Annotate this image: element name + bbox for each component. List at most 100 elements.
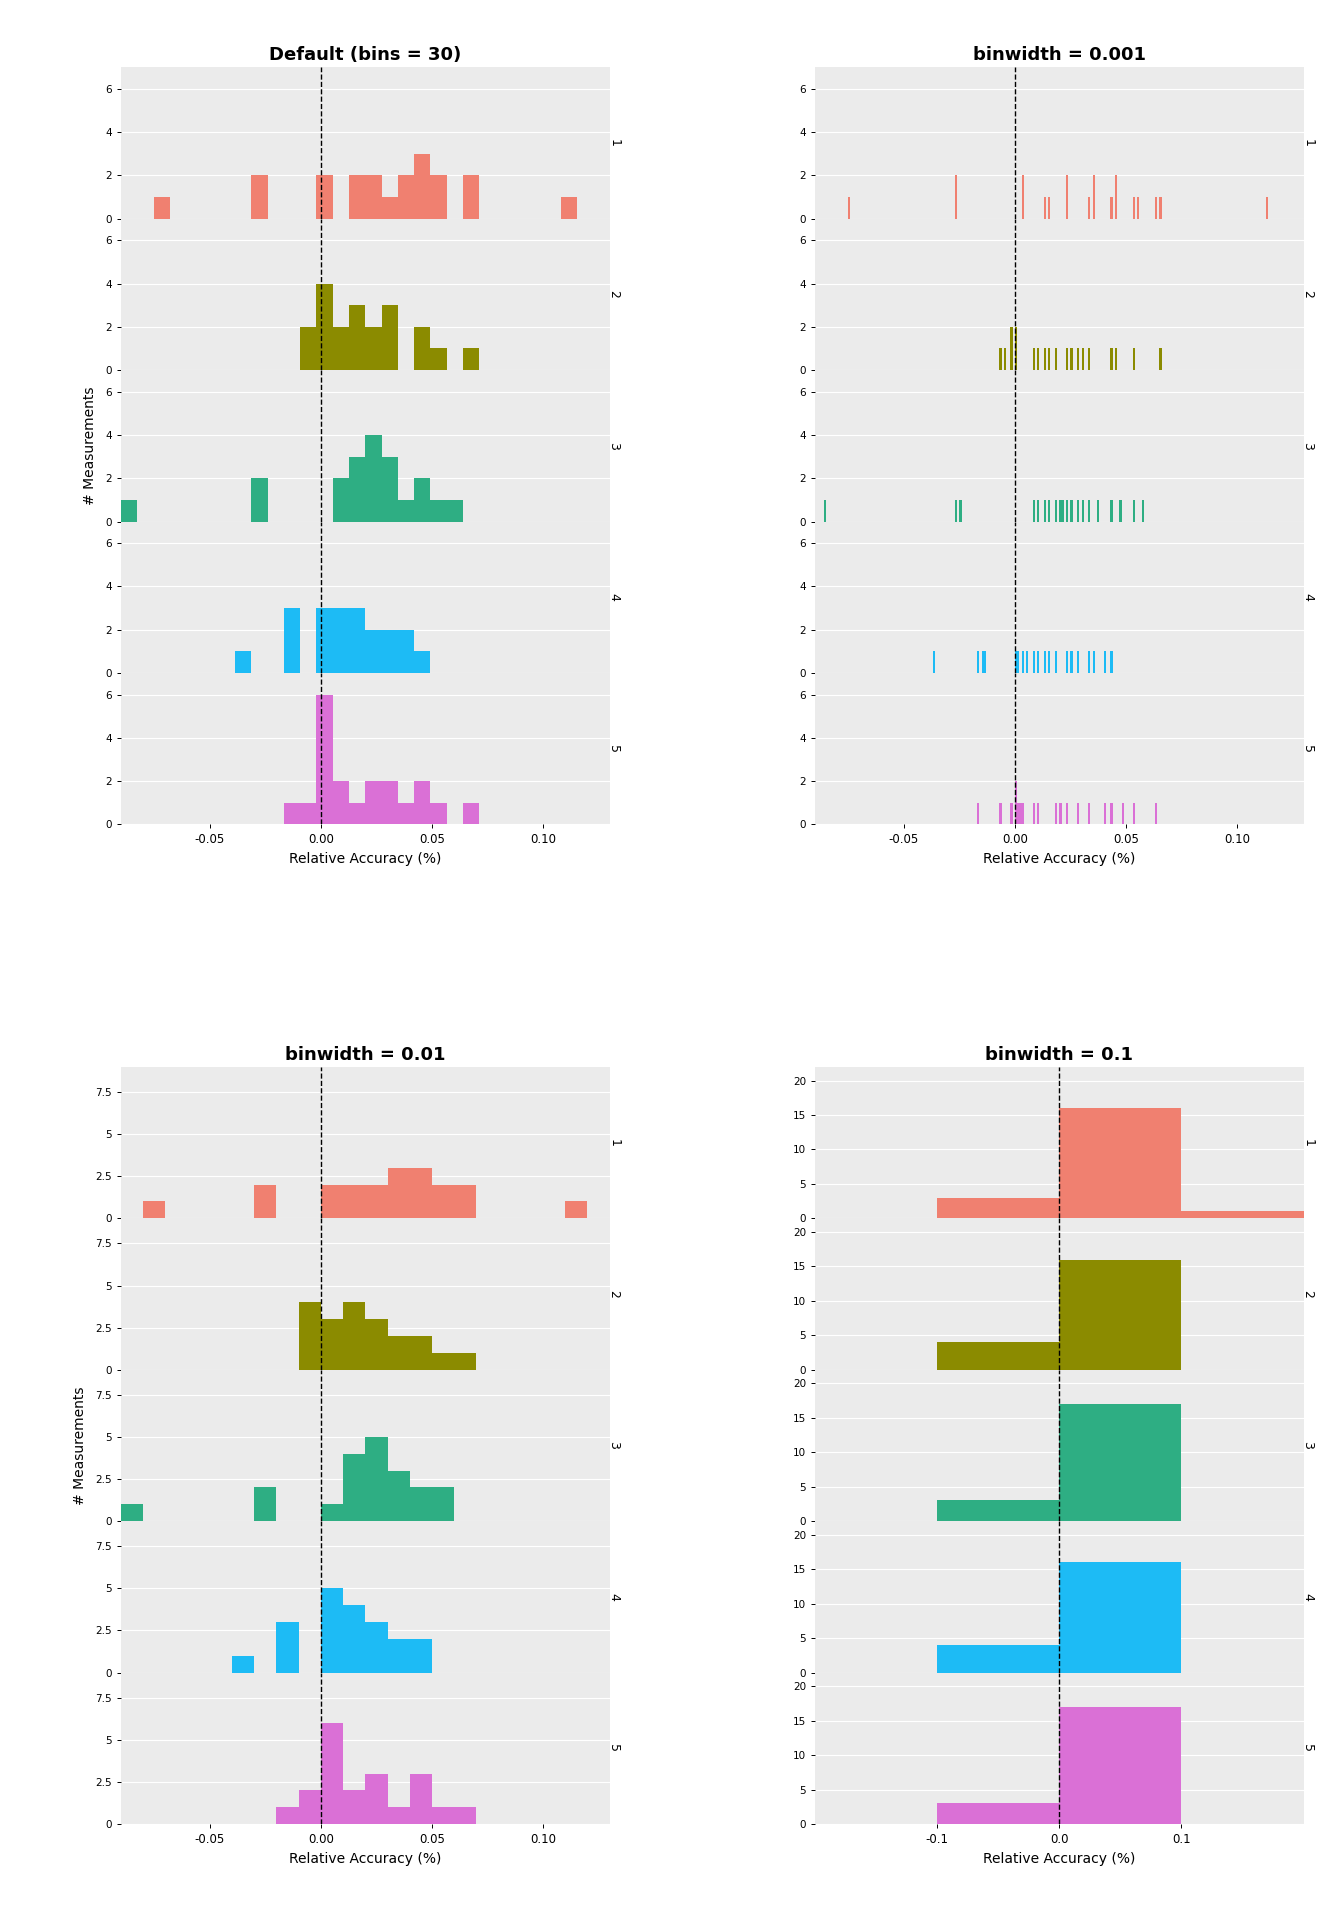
Bar [1015, 326, 1017, 371]
Bar [366, 1436, 387, 1521]
Bar [977, 803, 980, 824]
Bar [233, 1655, 254, 1672]
Bar [977, 651, 980, 674]
Bar [937, 1500, 1059, 1521]
Bar [1141, 499, 1144, 522]
Bar [1110, 651, 1113, 674]
Bar [1077, 499, 1079, 522]
Bar [1093, 651, 1095, 674]
X-axis label: Relative Accuracy (%): Relative Accuracy (%) [289, 1851, 442, 1866]
Bar [298, 1789, 321, 1824]
Bar [1133, 803, 1134, 824]
Bar [1066, 499, 1068, 522]
Title: Default (bins = 30): Default (bins = 30) [269, 46, 461, 63]
Bar [382, 781, 398, 824]
Bar [1110, 348, 1113, 371]
Bar [1089, 348, 1090, 371]
Bar [431, 1354, 454, 1369]
Bar [1044, 499, 1046, 522]
Bar [1032, 499, 1035, 522]
Bar [1055, 651, 1058, 674]
Bar [1044, 198, 1046, 219]
Bar [431, 1488, 454, 1521]
Bar [300, 326, 316, 371]
Bar [1048, 499, 1051, 522]
Bar [349, 457, 366, 522]
Bar [366, 630, 382, 674]
Bar [398, 630, 414, 674]
Bar [454, 1185, 476, 1217]
Bar [414, 478, 430, 522]
Title: binwidth = 0.1: binwidth = 0.1 [985, 1046, 1133, 1064]
Bar [1059, 1108, 1181, 1217]
Bar [414, 781, 430, 824]
Bar [321, 1319, 343, 1369]
Bar [343, 1789, 366, 1824]
Bar [333, 781, 349, 824]
Bar [366, 436, 382, 522]
Bar [414, 154, 430, 219]
Bar [1070, 348, 1073, 371]
Bar [277, 1622, 298, 1672]
Bar [1066, 803, 1068, 824]
Bar [1133, 499, 1134, 522]
Bar [954, 499, 957, 522]
Bar [382, 305, 398, 371]
Bar [343, 1605, 366, 1672]
Bar [824, 499, 827, 522]
Bar [454, 1354, 476, 1369]
Bar [254, 1488, 277, 1521]
Bar [1089, 499, 1090, 522]
Bar [937, 1342, 1059, 1369]
Bar [316, 284, 333, 371]
Bar [333, 609, 349, 674]
Bar [144, 1202, 165, 1217]
Bar [1059, 1260, 1181, 1369]
Bar [316, 609, 333, 674]
Bar [464, 803, 480, 824]
Bar [1154, 803, 1157, 824]
Bar [1048, 348, 1051, 371]
Bar [321, 1722, 343, 1824]
Bar [349, 609, 366, 674]
Bar [430, 803, 446, 824]
Bar [933, 651, 935, 674]
Bar [1121, 803, 1124, 824]
Bar [349, 803, 366, 824]
Bar [1103, 651, 1106, 674]
Bar [1133, 198, 1134, 219]
Bar [410, 1640, 431, 1672]
Bar [382, 198, 398, 219]
Bar [1000, 348, 1001, 371]
Bar [1093, 175, 1095, 219]
Title: binwidth = 0.01: binwidth = 0.01 [285, 1046, 446, 1064]
Bar [366, 175, 382, 219]
Bar [349, 305, 366, 371]
X-axis label: Relative Accuracy (%): Relative Accuracy (%) [289, 852, 442, 866]
Bar [321, 1503, 343, 1521]
Bar [1059, 1563, 1181, 1672]
Bar [398, 175, 414, 219]
Bar [1070, 499, 1073, 522]
Bar [1048, 651, 1051, 674]
Y-axis label: # Measurements: # Measurements [83, 386, 97, 505]
Bar [1032, 348, 1035, 371]
Bar [1015, 781, 1017, 824]
Bar [321, 1588, 343, 1672]
Bar [316, 695, 333, 824]
Bar [398, 499, 414, 522]
Bar [366, 1622, 387, 1672]
Bar [454, 1807, 476, 1824]
Bar [366, 1774, 387, 1824]
Bar [1089, 803, 1090, 824]
Bar [251, 175, 267, 219]
Bar [1021, 175, 1024, 219]
Bar [1038, 803, 1039, 824]
Bar [300, 803, 316, 824]
Bar [430, 348, 446, 371]
Bar [1066, 348, 1068, 371]
Bar [316, 175, 333, 219]
Bar [121, 1503, 144, 1521]
Bar [1116, 348, 1117, 371]
Bar [984, 651, 986, 674]
